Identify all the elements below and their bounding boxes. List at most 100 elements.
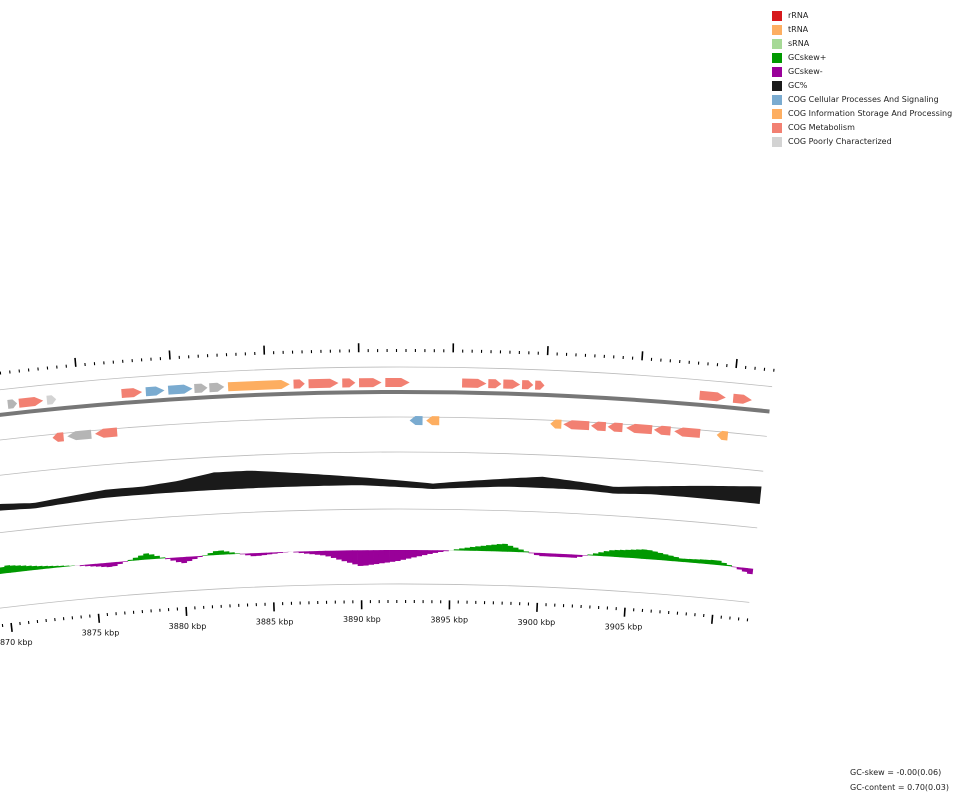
legend-label: GCskew- [788,67,823,76]
forward-gene-arrow [385,378,410,387]
gc-skew-positive [36,565,43,570]
forward-gene-arrow [488,379,502,389]
legend-item: tRNA [772,23,952,37]
gc-skew-positive [678,558,685,563]
legend-swatch [772,137,782,147]
gc-skew-positive [207,552,214,556]
gc-skew-positive [143,553,150,560]
gc-skew-positive [464,547,471,551]
reverse-gene-arrow [626,423,653,435]
gc-skew-positive [619,549,626,558]
gc-skew-positive [608,550,615,557]
gc-skew-positive [603,551,610,557]
gc-skew-stat: GC-skew = -0.00(0.06) [850,768,942,777]
legend-swatch [772,53,782,63]
gc-skew-track [0,543,754,575]
reverse-gene-arrow [591,421,607,432]
legend-item: GCskew- [772,65,952,79]
gc-skew-positive [58,565,65,568]
forward-gene-arrow [535,380,545,390]
gc-skew-negative [357,550,364,566]
gc-skew-negative [746,568,754,575]
gc-skew-positive [69,565,75,567]
gc-skew-negative [400,550,406,560]
gc-skew-negative [432,550,439,553]
gc-skew-negative [539,552,546,557]
scale-label: 3905 kbp [605,623,643,632]
gc-skew-positive [218,550,225,555]
gc-skew-negative [245,553,251,556]
gc-skew-positive [127,559,134,562]
gc-skew-positive [234,553,241,555]
legend-label: tRNA [788,25,809,34]
gc-skew-negative [165,557,171,560]
forward-gene-arrow [503,379,521,389]
gc-skew-positive [25,565,33,571]
gc-skew-positive [512,547,519,553]
gc-skew-negative [346,550,353,563]
gc-content-track [0,470,762,511]
reverse-gene-arrow [550,419,562,429]
scale-label: 3890 kbp [343,615,381,624]
gc-skew-negative [186,556,193,562]
forward-gene-arrow [121,388,143,398]
legend-swatch [772,123,782,133]
gc-skew-negative [373,550,380,565]
gc-skew-negative [582,555,588,556]
forward-gene-arrow [462,378,487,388]
gc-skew-negative [181,556,188,564]
gc-skew-positive [710,559,717,565]
gc-skew-negative [330,550,337,558]
gc-skew-positive [63,565,70,567]
gc-skew-positive [485,545,492,552]
scale-tick [185,606,188,616]
forward-gene-arrow [732,393,752,404]
gc-skew-negative [405,550,412,559]
ring-line [0,451,764,476]
outer-tick [735,358,738,369]
gc-skew-positive [42,565,49,570]
scale-tick [623,607,626,617]
gc-skew-negative [304,551,310,554]
gc-content-band [0,470,762,511]
gc-skew-negative [555,553,562,558]
forward-gene-arrow [293,379,305,389]
scale-tick [97,613,101,623]
legend-swatch [772,39,782,49]
gc-skew-negative [394,550,401,561]
gc-skew-negative [341,550,348,562]
gc-skew-negative [111,561,118,567]
gc-skew-positive [630,549,637,559]
gc-skew-positive [47,565,54,569]
gc-skew-negative [320,550,326,556]
gc-skew-positive [453,549,460,551]
gc-content-stat: GC-content = 0.70(0.03) [850,783,949,792]
reverse-gene-arrow [716,430,729,441]
gc-skew-negative [411,550,417,558]
gc-skew-negative [362,550,369,566]
scale-label: 3885 kbp [256,617,294,626]
legend-swatch [772,109,782,119]
gc-skew-positive [688,558,695,563]
legend-label: GC% [788,81,808,90]
reverse-gene-arrow [52,432,64,442]
gc-skew-negative [95,563,102,567]
gc-skew-positive [159,557,166,559]
gc-skew-negative [309,551,316,555]
reverse-gene-arrow [653,425,671,436]
gc-skew-positive [523,551,530,553]
legend-label: COG Poorly Characterized [788,137,892,146]
gc-skew-positive [480,545,487,552]
gc-skew-negative [74,565,80,566]
gc-skew-negative [533,552,540,556]
gc-skew-negative [416,550,423,557]
forward-gene-arrow [359,378,382,388]
forward-gene-arrow [699,390,726,402]
legend-label: sRNA [788,39,810,48]
legend-swatch [772,25,782,35]
gc-skew-positive [507,545,514,552]
forward-gene-arrow [194,383,208,393]
gc-skew-positive [662,554,669,561]
gc-skew-positive [132,557,139,561]
gc-skew-negative [266,552,273,555]
